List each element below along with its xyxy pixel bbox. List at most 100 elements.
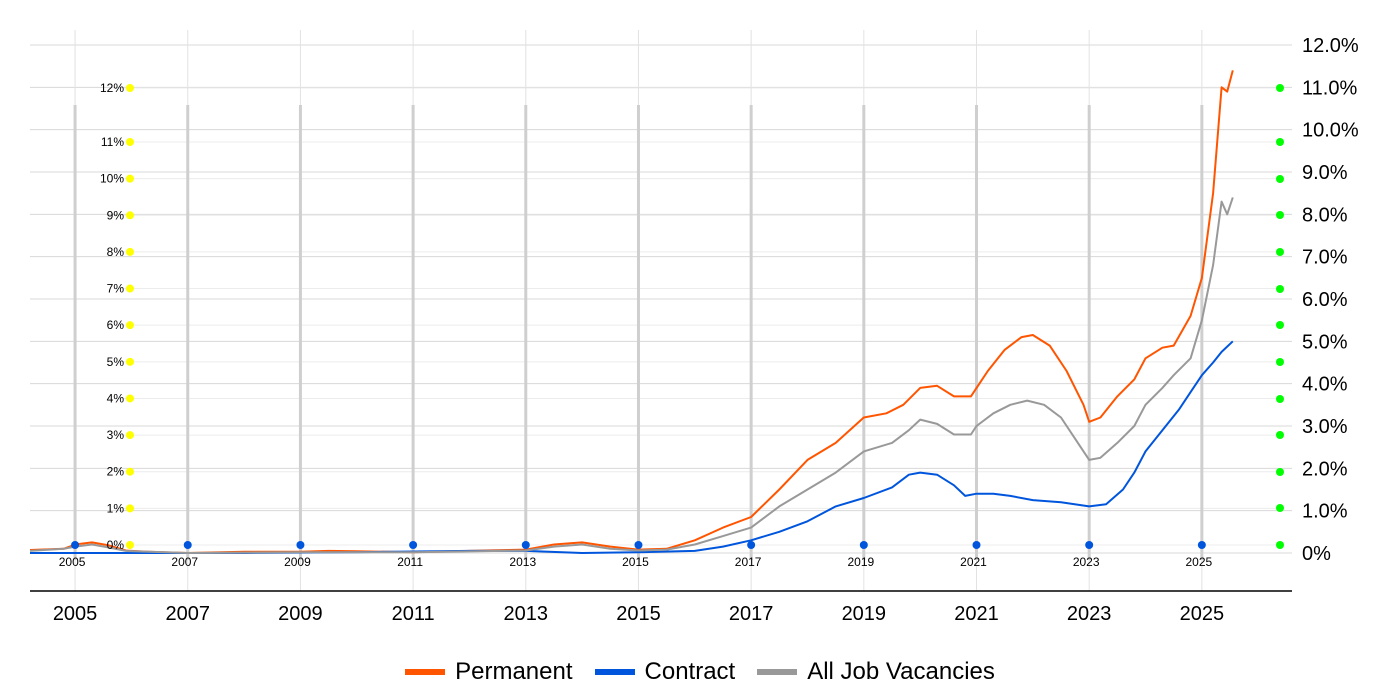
y-tick-label-inner: 9% — [107, 208, 125, 222]
x-tick-label-inner: 2009 — [284, 555, 311, 569]
right-axis-marker — [1276, 211, 1284, 219]
right-axis-marker — [1276, 321, 1284, 329]
legend-label: Permanent — [455, 658, 573, 685]
right-axis-marker — [1276, 175, 1284, 183]
y-tick-label-inner: 10% — [100, 172, 124, 186]
y-tick-label-right: 9.0% — [1302, 162, 1348, 184]
right-axis-marker — [1276, 395, 1284, 403]
baseline-marker — [859, 541, 868, 549]
y-tick-label-inner: 1% — [107, 501, 125, 515]
y-tick-label-inner: 7% — [107, 282, 125, 296]
left-axis-marker — [126, 174, 134, 183]
left-axis-marker — [126, 431, 134, 440]
x-tick-label-inner: 2017 — [735, 555, 762, 569]
baseline-marker — [521, 541, 530, 549]
left-axis-marker — [126, 211, 134, 220]
left-axis-marker — [126, 138, 134, 146]
series-line-contract — [30, 340, 1234, 554]
baseline-marker — [747, 541, 756, 549]
x-tick-label-inner: 2021 — [960, 555, 987, 569]
right-axis-marker — [1276, 358, 1284, 366]
x-tick-label-inner: 2025 — [1186, 555, 1213, 569]
x-tick-label-inner: 2013 — [509, 555, 536, 569]
y-tick-label-inner: 3% — [107, 428, 125, 442]
y-tick-label-right: 2.0% — [1302, 458, 1348, 480]
x-tick-label: 2009 — [278, 603, 323, 625]
left-axis-marker — [126, 541, 134, 549]
legend-swatch — [594, 669, 635, 675]
x-tick-label-inner: 2019 — [847, 555, 874, 569]
x-tick-label: 2025 — [1180, 603, 1225, 625]
left-axis-marker — [126, 467, 134, 476]
series-lines — [29, 70, 1234, 554]
y-tick-label-right: 6.0% — [1302, 289, 1348, 311]
y-tick-label-right: 5.0% — [1302, 331, 1348, 353]
legend: Permanent Contract All Job Vacancies — [0, 654, 1400, 690]
baseline-marker — [296, 541, 305, 549]
x-tick-label: 2011 — [392, 603, 435, 625]
y-tick-label-right: 3.0% — [1302, 416, 1348, 438]
baseline-marker — [183, 541, 192, 549]
legend-item: Permanent — [405, 658, 573, 686]
legend-label: Contract — [644, 658, 736, 685]
left-axis-marker — [126, 247, 134, 256]
x-tick-label: 2005 — [53, 603, 98, 625]
x-tick-label: 2015 — [616, 603, 661, 625]
y-tick-label-right: 10.0% — [1302, 120, 1359, 142]
x-tick-label: 2013 — [504, 603, 549, 625]
legend-swatch — [757, 669, 798, 675]
baseline-marker — [1085, 541, 1094, 549]
x-tick-label-inner: 2007 — [171, 555, 198, 569]
y-tick-label-inner: 6% — [107, 318, 125, 332]
right-axis-marker — [1276, 541, 1284, 549]
right-axis-marker — [1276, 468, 1284, 476]
baseline-marker — [71, 541, 80, 549]
y-tick-label-right: 12.0% — [1302, 35, 1359, 57]
legend-label: All Job Vacancies — [807, 658, 995, 685]
tick-labels: 0% 1.0% 2.0% 3.0% 4.0% 5.0% 6.0% 7.0% 8.0% 9.0% 10… — [53, 35, 1359, 625]
series-line-all-job-vacancies — [29, 197, 1234, 554]
y-tick-label-inner: 2% — [107, 465, 125, 479]
right-axis-marker — [1276, 504, 1284, 512]
right-axis-marker — [1276, 248, 1284, 256]
left-axis-marker — [126, 504, 134, 513]
y-tick-label-right: 7.0% — [1302, 247, 1348, 269]
y-tick-label-inner: 0% — [107, 538, 125, 552]
baseline-marker — [634, 541, 643, 549]
legend-item: All Job Vacancies — [757, 658, 995, 686]
y-tick-label-right: 4.0% — [1302, 374, 1348, 396]
y-tick-label-right: 0% — [1302, 543, 1331, 565]
y-tick-label-inner: 11% — [101, 135, 124, 149]
markers — [71, 84, 1284, 549]
x-tick-label: 2021 — [954, 603, 999, 625]
series-line-permanent — [29, 70, 1234, 554]
y-tick-label-right: 11.0% — [1302, 77, 1357, 99]
right-axis-marker — [1276, 84, 1284, 92]
x-tick-label: 2007 — [166, 603, 211, 625]
x-tick-label: 2019 — [842, 603, 887, 625]
y-tick-label-inner: 8% — [107, 245, 125, 259]
baseline-marker — [409, 541, 418, 549]
x-tick-label-inner: 2015 — [622, 555, 649, 569]
y-tick-label-right: 1.0% — [1302, 501, 1348, 523]
left-axis-marker — [126, 394, 134, 403]
x-tick-label-inner: 2023 — [1073, 555, 1100, 569]
baseline-marker — [1197, 541, 1206, 549]
y-tick-label-inner: 12% — [100, 81, 124, 95]
left-axis-marker — [126, 321, 134, 330]
y-tick-label-right: 8.0% — [1302, 204, 1348, 226]
gridlines — [30, 44, 1292, 554]
legend-swatch — [405, 669, 446, 675]
x-tick-label: 2023 — [1067, 603, 1112, 625]
x-tick-label: 2017 — [729, 603, 774, 625]
right-axis-marker — [1276, 138, 1284, 146]
baseline-marker — [972, 541, 981, 549]
legend-item: Contract — [594, 658, 736, 686]
x-tick-label-inner: 2005 — [59, 555, 86, 569]
x-tick-label-inner: 2011 — [397, 555, 423, 569]
left-axis-marker — [126, 284, 134, 293]
right-axis-marker — [1276, 285, 1284, 293]
left-axis-marker — [126, 357, 134, 366]
left-axis-marker — [126, 84, 134, 92]
